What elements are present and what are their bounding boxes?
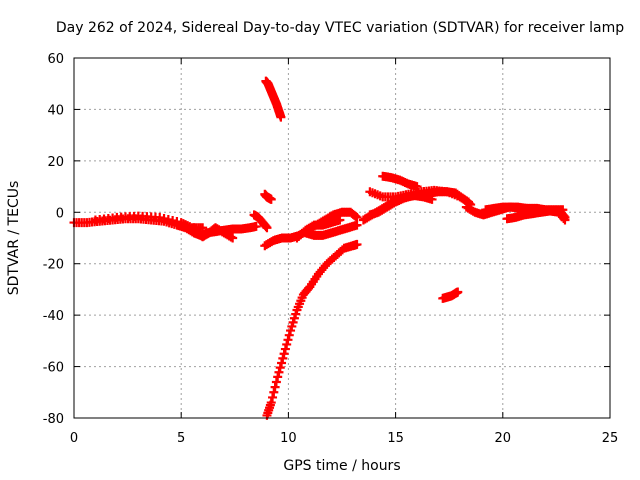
- series-track-end-8h: [249, 210, 272, 233]
- y-tick-label: -20: [43, 258, 64, 273]
- x-tick-label: 20: [495, 431, 512, 446]
- data-point: [291, 309, 301, 319]
- data-point: [266, 398, 276, 408]
- data-point: [352, 239, 362, 249]
- data-point: [284, 330, 294, 340]
- y-axis-label: SDTVAR / TECUs: [6, 181, 22, 296]
- data-point: [269, 387, 279, 397]
- series-track-east-mid: [365, 185, 473, 207]
- y-tick-label: 60: [47, 52, 64, 67]
- chart-title: Day 262 of 2024, Sidereal Day-to-day VTE…: [56, 20, 624, 36]
- data-point: [273, 372, 283, 382]
- series-track-main-dip: [189, 223, 238, 243]
- data-point: [271, 377, 281, 387]
- y-tick-label: -60: [43, 361, 64, 376]
- data-point: [283, 335, 293, 345]
- data-point: [335, 215, 345, 225]
- data-point: [268, 392, 278, 402]
- grid: [74, 58, 610, 418]
- data-point: [270, 382, 280, 392]
- data-point: [266, 194, 276, 204]
- data-point: [275, 363, 285, 373]
- series-track-east-high: [378, 171, 422, 192]
- data-point: [276, 112, 286, 122]
- data-point: [282, 339, 292, 349]
- data-point: [289, 313, 299, 323]
- data-point: [198, 223, 208, 233]
- x-tick-label: 25: [602, 431, 619, 446]
- data-point: [560, 215, 570, 225]
- tick-labels: 0 5 10 15 20 25 -80 -60 -40 -20 0 20 40 60: [43, 52, 619, 446]
- data-point: [558, 205, 568, 215]
- data-point: [228, 233, 238, 243]
- x-tick-label: 5: [177, 431, 185, 446]
- data-point: [251, 221, 261, 231]
- y-tick-label: 40: [47, 103, 64, 118]
- x-tick-label: 15: [387, 431, 404, 446]
- series-track-spike-high: [261, 76, 286, 122]
- y-tick-label: 0: [56, 206, 64, 221]
- data-point: [279, 349, 289, 359]
- data-point: [287, 321, 297, 331]
- y-tick-label: 20: [47, 155, 64, 170]
- data-point: [427, 194, 437, 204]
- data-point: [277, 358, 287, 368]
- x-axis-label: GPS time / hours: [283, 458, 400, 474]
- data-point: [453, 287, 463, 297]
- y-tick-label: -80: [43, 412, 64, 427]
- data-point: [280, 344, 290, 354]
- series-track-small-17h: [438, 287, 463, 303]
- data-point: [286, 326, 296, 336]
- series-track-east-tail-high: [481, 202, 568, 215]
- series-track-mid-band: [292, 215, 345, 243]
- data-point: [274, 367, 284, 377]
- data-marks: [69, 76, 570, 420]
- y-tick-label: -40: [43, 309, 64, 324]
- data-point: [288, 317, 298, 327]
- data-point: [262, 223, 272, 233]
- plot-frame: [73, 57, 611, 419]
- series-track-small-9h: [260, 189, 276, 204]
- data-point: [559, 213, 569, 223]
- data-point: [352, 212, 362, 222]
- data-point: [278, 353, 288, 363]
- series-track-main-upper: [90, 211, 208, 233]
- axis-ticks: [73, 57, 611, 419]
- series-track-plunge: [262, 239, 362, 420]
- x-tick-label: 0: [70, 431, 78, 446]
- x-tick-label: 10: [280, 431, 297, 446]
- data-point: [352, 220, 362, 230]
